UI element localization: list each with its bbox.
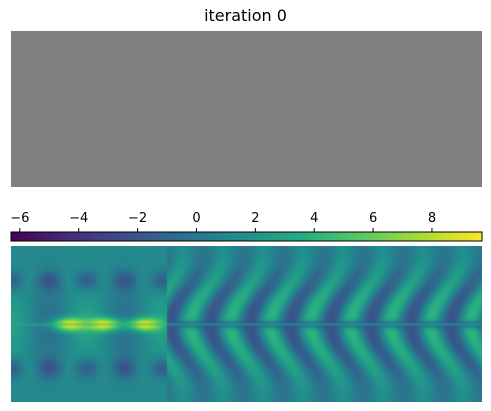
colorbar-body bbox=[10, 231, 483, 242]
colorbar-ticks: −6 −4 −2 0 2 4 6 8 bbox=[10, 211, 436, 232]
chart-title: iteration 0 bbox=[204, 6, 287, 25]
colorbar-tick-label: −4 bbox=[69, 211, 88, 226]
field-heatmap bbox=[11, 246, 482, 402]
colorbar-tick-label: −6 bbox=[10, 211, 29, 226]
design-heatmap bbox=[11, 31, 482, 187]
colorbar-tick-label: 4 bbox=[310, 211, 318, 226]
colorbar-tick-label: 0 bbox=[192, 211, 200, 226]
colorbar: −6 −4 −2 0 2 4 6 8 bbox=[10, 211, 483, 242]
colorbar-tick-label: 8 bbox=[428, 211, 436, 226]
colorbar-tick-label: 2 bbox=[251, 211, 259, 226]
colorbar-tick-label: 6 bbox=[369, 211, 377, 226]
colorbar-tick-label: −2 bbox=[128, 211, 147, 226]
